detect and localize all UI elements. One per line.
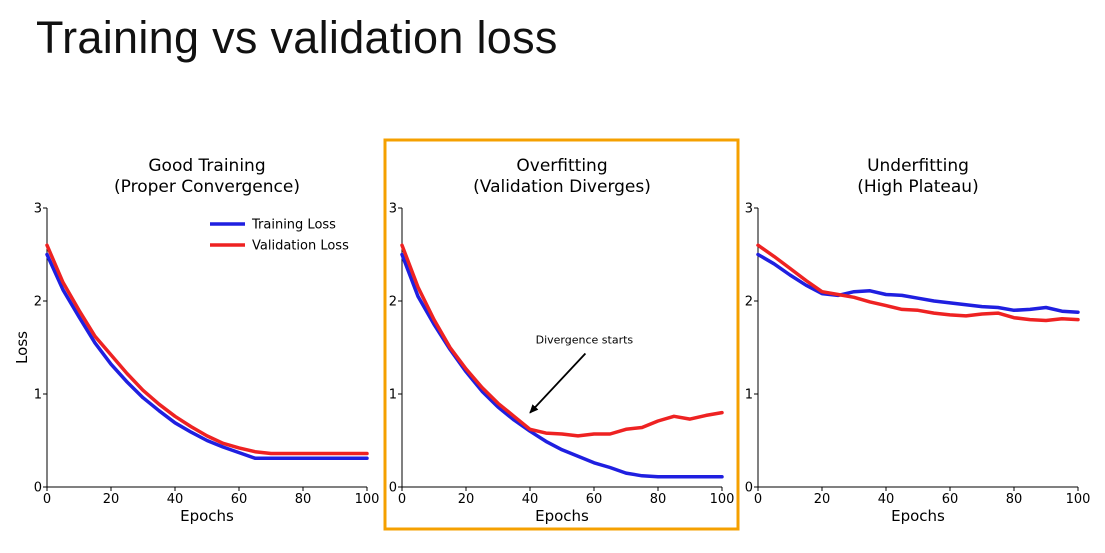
y-tick-label: 2 [389,295,397,310]
training-loss-line [45,252,369,460]
validation-loss-line [45,243,369,456]
y-tick-label: 1 [34,388,42,403]
y-tick-label: 0 [34,481,42,496]
x-tick-label: 20 [814,492,831,507]
x-tick-label: 60 [231,492,248,507]
chart-title-line-1: Good Training [148,156,265,176]
x-tick-label: 0 [398,492,406,507]
y-tick-label: 1 [389,388,397,403]
y-tick-label: 3 [34,202,42,217]
y-tick-label: 3 [389,202,397,217]
chart-title-line-1: Underfitting [867,156,969,176]
annotation-text: Divergence starts [536,334,634,347]
y-tick-label: 0 [745,481,753,496]
legend-label-1: Training Loss [251,218,336,233]
chart-panel-1: Good Training(Proper Convergence) 0 1 2 3 0 20… [13,156,379,525]
x-tick-label: 60 [586,492,603,507]
x-tick-label: 20 [458,492,475,507]
y-tick-label: 2 [745,295,753,310]
chart-title-line-2: (Proper Convergence) [114,177,300,197]
x-tick-label: 60 [942,492,959,507]
validation-loss-line [400,243,724,438]
x-tick-label: 40 [878,492,895,507]
y-tick-label: 2 [34,295,42,310]
training-loss-line [400,252,724,479]
x-tick-label: 100 [710,492,735,507]
x-axis-label: Epochs [535,507,589,525]
x-axis-label: Epochs [891,507,945,525]
chart-title-line-2: (Validation Diverges) [473,177,651,197]
legend-label-2: Validation Loss [252,239,349,254]
chart-title-line-1: Overfitting [516,156,607,176]
x-tick-label: 40 [522,492,539,507]
x-tick-label: 100 [1066,492,1091,507]
chart-panel-3: Underfitting(High Plateau) 0 1 2 3 0 20 40 60 80 1… [745,156,1091,525]
training-loss-line [756,252,1080,314]
x-tick-label: 80 [1006,492,1023,507]
x-axis-label: Epochs [180,507,234,525]
page-title: Training vs validation loss [36,12,558,63]
chart-title-line-2: (High Plateau) [857,177,978,197]
x-tick-label: 20 [103,492,120,507]
y-axis-label: Loss [13,331,31,364]
highlight-frame [383,138,740,531]
y-tick-label: 0 [389,481,397,496]
chart-panel-2: Overfitting(Validation Diverges) 0 1 2 3 0 20 4… [383,138,740,531]
x-tick-label: 0 [43,492,51,507]
x-tick-label: 80 [650,492,667,507]
x-tick-label: 100 [355,492,380,507]
x-tick-label: 40 [167,492,184,507]
x-tick-label: 80 [295,492,312,507]
validation-loss-line [756,243,1080,323]
x-tick-label: 0 [754,492,762,507]
y-tick-label: 1 [745,388,753,403]
y-tick-label: 3 [745,202,753,217]
annotation-arrow [529,352,587,414]
